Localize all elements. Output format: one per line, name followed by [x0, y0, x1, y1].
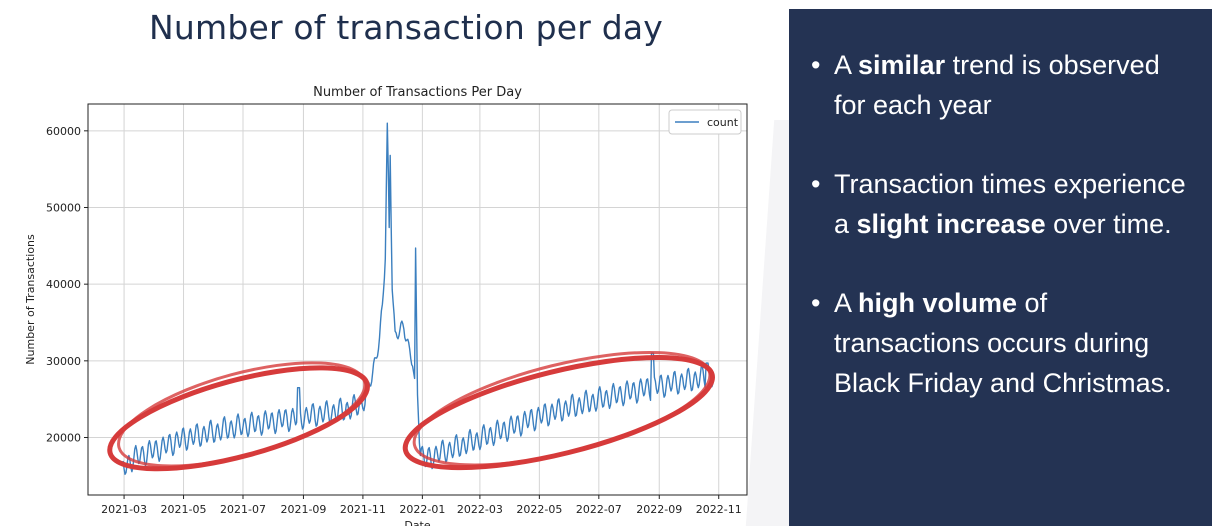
y-tick-label: 50000 [46, 202, 81, 215]
bullet-dot: • [811, 50, 821, 80]
bullet-text: trend is observed for each year [834, 50, 1160, 120]
bullet-emphasis: high volume [858, 288, 1018, 318]
ellipse-stroke-overlap [117, 361, 367, 468]
bullet-emphasis: similar [858, 50, 946, 80]
y-tick-label: 60000 [46, 125, 81, 138]
x-tick-label: 2021-09 [280, 503, 326, 516]
bullet-text: A [834, 288, 859, 318]
plot-frame [87, 103, 748, 496]
insights-panel: • A similar trend is observed for each y… [789, 9, 1212, 526]
legend: count [668, 109, 742, 135]
highlight-ellipse-2 [402, 350, 715, 471]
highlight-ellipse-1 [107, 361, 370, 472]
insight-bullet-3: • A high volume of transactions occurs d… [811, 283, 1198, 403]
y-tick-label: 20000 [46, 432, 81, 445]
insight-bullet-2: • Transaction times experience a slight … [811, 164, 1198, 244]
legend-box [668, 109, 742, 135]
x-tick-label: 2021-03 [101, 503, 147, 516]
x-tick-label: 2022-11 [696, 503, 742, 516]
x-tick-label: 2022-01 [399, 503, 445, 516]
x-tick-label: 2021-05 [161, 503, 207, 516]
insight-bullet-1: • A similar trend is observed for each y… [811, 45, 1198, 125]
x-tick-label: 2022-05 [516, 503, 562, 516]
chart-title: Number of Transactions Per Day [313, 85, 522, 100]
x-tick-label: 2021-11 [340, 503, 386, 516]
bullet-text: Transaction times experience a [834, 169, 1186, 239]
x-tick-label: 2022-03 [457, 503, 503, 516]
transactions-line-chart: 20000 30000 40000 50000 60000 2021-03 2021-05 2… [20, 78, 770, 526]
bullet-emphasis: slight increase [856, 209, 1046, 239]
series-line-count [122, 122, 715, 475]
y-axis-label: Number of Transactions [24, 234, 37, 365]
x-axis-label: Date [404, 519, 431, 526]
x-tick-label: 2021-07 [220, 503, 266, 516]
bullet-text: of transactions occurs during Black Frid… [834, 288, 1172, 398]
legend-label: count [707, 116, 739, 129]
chart-svg: 20000 30000 40000 50000 60000 2021-03 2021-05 2… [24, 85, 748, 526]
bullet-dot: • [811, 288, 821, 318]
x-tick-label: 2022-07 [576, 503, 622, 516]
bullet-dot: • [811, 169, 821, 199]
bullet-text: A [834, 50, 859, 80]
x-tick-label: 2022-09 [636, 503, 682, 516]
slide-title: Number of transaction per day [148, 8, 664, 47]
y-tick-label: 30000 [46, 355, 81, 368]
ellipse-stroke-overlap [412, 350, 712, 467]
y-tick-label: 40000 [46, 278, 81, 291]
bullet-text: over time. [1045, 209, 1172, 239]
